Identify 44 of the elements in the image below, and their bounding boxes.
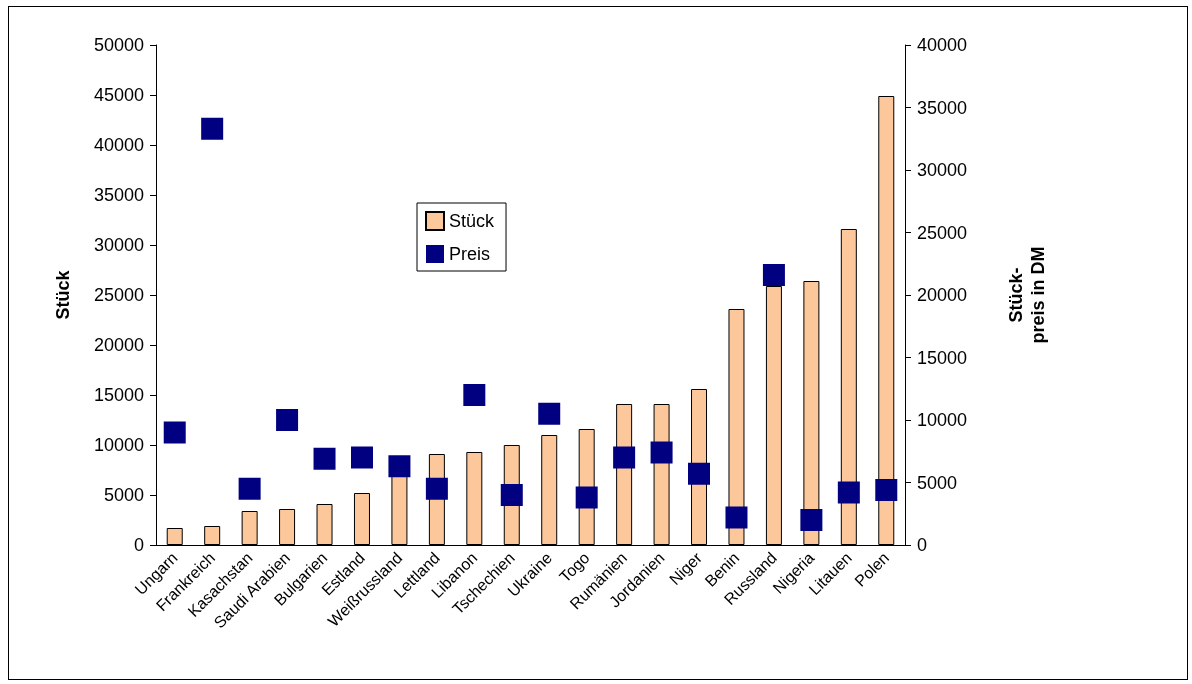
y2-tick-label: 10000 [917, 410, 968, 430]
point [463, 384, 486, 406]
point [538, 402, 561, 425]
point [613, 446, 636, 469]
point [163, 421, 186, 444]
point [388, 455, 411, 478]
point [238, 477, 261, 500]
legend-label: Preis [449, 244, 491, 264]
legend-label: Stück [449, 211, 496, 231]
point [350, 446, 373, 469]
point [276, 409, 299, 431]
y-axis-title: Stück [53, 269, 73, 320]
y-tick-label: 0 [133, 535, 144, 555]
point [425, 477, 448, 500]
y2-tick-label: 5000 [917, 472, 958, 493]
point [725, 506, 748, 529]
point [650, 441, 673, 464]
y-tick-label: 40000 [93, 135, 144, 155]
point [575, 486, 598, 509]
point [313, 447, 336, 470]
y-tick-label: 10000 [93, 435, 144, 455]
y2-tick-label: 20000 [917, 285, 968, 305]
point [837, 481, 860, 504]
point [688, 462, 711, 485]
point [762, 264, 785, 286]
y2-tick-label: 25000 [917, 222, 968, 243]
y-tick-label: 25000 [93, 285, 144, 305]
point [875, 479, 898, 501]
y2-tick-label: 0 [917, 535, 928, 555]
y-tick-label: 15000 [93, 385, 144, 405]
y2-tick-label: 35000 [917, 97, 968, 118]
y-tick-label: 50000 [93, 35, 144, 55]
point [201, 117, 224, 140]
y2-tick-label: 40000 [917, 35, 968, 55]
y-tick-label: 35000 [93, 185, 144, 205]
y-tick-label: 45000 [93, 85, 144, 105]
y-tick-label: 30000 [93, 235, 144, 255]
y2-axis-title: Stück- preis in DM [1006, 246, 1048, 344]
point [800, 509, 823, 531]
y2-tick-label: 15000 [917, 347, 968, 368]
point [500, 484, 523, 506]
y2-tick-label: 30000 [917, 160, 968, 180]
y-tick-label: 5000 [103, 485, 144, 505]
y-tick-label: 20000 [93, 335, 144, 355]
